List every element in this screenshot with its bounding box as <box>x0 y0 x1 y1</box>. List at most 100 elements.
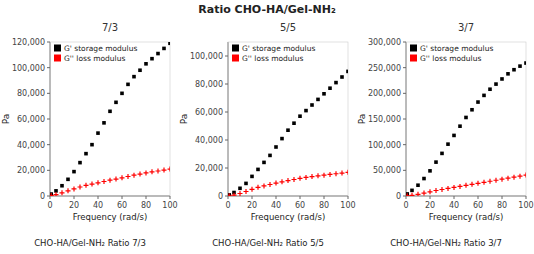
x-tick <box>170 196 171 199</box>
point <box>150 57 154 61</box>
y-tick <box>47 144 50 145</box>
x-tick-label: 20 <box>425 201 435 210</box>
point <box>250 187 255 192</box>
point <box>50 193 54 196</box>
x-tick-label: 20 <box>69 201 79 210</box>
x-tick-label: 60 <box>117 201 127 210</box>
point <box>464 116 468 120</box>
legend-entry: G' storage modulus <box>420 44 493 53</box>
legend-swatch <box>54 55 61 62</box>
x-tick-label: 40 <box>271 201 281 210</box>
x-tick-label: 80 <box>141 201 151 210</box>
point <box>500 77 504 81</box>
figure: Ratio CHO-HA/Gel-NH₂7/3020406080100020,0… <box>0 0 534 254</box>
point <box>90 182 95 187</box>
point <box>512 175 517 180</box>
x-axis-label: Frequency (rad/s) <box>429 212 504 222</box>
y-tick <box>403 67 406 68</box>
point <box>340 171 345 176</box>
y-tick-label: 60,000 <box>195 108 223 117</box>
marks <box>228 70 348 196</box>
y-tick-label: 20,000 <box>195 164 223 173</box>
point <box>298 176 303 181</box>
y-tick <box>225 196 228 197</box>
y-tick-label: 120,000 <box>12 38 45 47</box>
point <box>322 173 327 178</box>
point <box>114 177 119 182</box>
x-tick <box>478 196 479 199</box>
point <box>262 161 266 165</box>
x-tick-label: 100 <box>518 201 533 210</box>
y-tick-label: 100,000 <box>368 141 401 150</box>
panel: 3/7020406080100050,000100,000150,000200,… <box>357 22 534 248</box>
point <box>458 184 463 189</box>
y-tick <box>403 170 406 171</box>
point <box>518 64 522 68</box>
x-tick <box>526 196 527 199</box>
point <box>274 181 279 186</box>
point <box>328 86 332 90</box>
point <box>132 75 136 79</box>
legend-swatch <box>54 45 61 52</box>
legend: G' storage modulusG'' loss modulus <box>232 44 315 63</box>
point <box>470 182 475 187</box>
y-tick-label: 100,000 <box>190 52 223 61</box>
point <box>428 189 433 194</box>
y-tick <box>225 168 228 169</box>
y-axis-label: Pa <box>179 114 189 125</box>
point <box>346 70 348 74</box>
subtitle: 3/7 <box>458 22 474 33</box>
x-tick <box>98 196 99 199</box>
x-tick-label: 60 <box>473 201 483 210</box>
x-tick-label: 40 <box>93 201 103 210</box>
point <box>322 92 326 96</box>
point <box>280 179 285 184</box>
point <box>72 186 77 191</box>
y-tick-label: 40,000 <box>195 136 223 145</box>
legend-entry: G' storage modulus <box>242 44 315 53</box>
x-tick-label: 60 <box>295 201 305 210</box>
point <box>482 180 487 185</box>
point <box>102 121 106 125</box>
y-tick <box>225 140 228 141</box>
point <box>470 108 474 112</box>
point <box>144 62 148 66</box>
x-tick-label: 0 <box>225 201 230 210</box>
point <box>310 103 314 107</box>
point <box>452 185 457 190</box>
point <box>446 142 450 146</box>
point <box>428 169 432 173</box>
y-tick-label: 20,000 <box>17 166 45 175</box>
marks <box>50 42 170 196</box>
point <box>500 177 505 182</box>
x-tick <box>324 196 325 199</box>
point <box>132 173 137 178</box>
point <box>120 175 125 180</box>
point <box>506 72 510 76</box>
point <box>108 178 113 183</box>
point <box>90 143 94 147</box>
legend-swatch <box>410 55 417 62</box>
y-tick <box>47 119 50 120</box>
x-axis-label: Frequency (rad/s) <box>251 212 326 222</box>
plot-frame <box>228 42 348 196</box>
x-tick-label: 20 <box>247 201 257 210</box>
point <box>286 178 291 183</box>
point <box>78 161 82 165</box>
x-tick <box>430 196 431 199</box>
y-tick-label: 100,000 <box>12 64 45 73</box>
point <box>440 187 445 192</box>
point <box>280 137 284 141</box>
point <box>162 168 167 173</box>
y-tick-label: 0 <box>40 192 45 201</box>
marks <box>406 61 526 196</box>
y-tick <box>403 196 406 197</box>
y-tick <box>403 42 406 43</box>
point <box>476 181 481 186</box>
x-tick <box>300 196 301 199</box>
point <box>316 173 321 178</box>
point <box>250 175 254 179</box>
subtitle: 5/5 <box>280 22 296 33</box>
point <box>410 193 415 196</box>
y-tick <box>47 196 50 197</box>
